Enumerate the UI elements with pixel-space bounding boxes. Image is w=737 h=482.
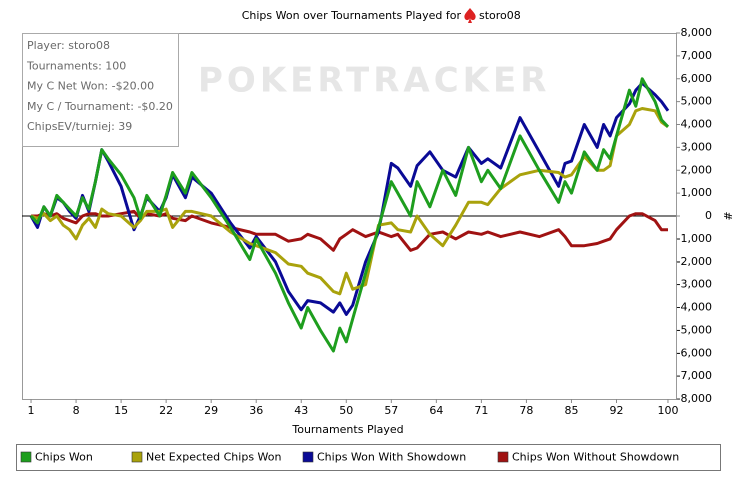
x-tick-label: 43	[294, 404, 308, 417]
y-tick-label: 0	[705, 209, 712, 222]
chart-title: Chips Won over Tournaments Played for	[242, 9, 462, 22]
x-tick-label: 92	[609, 404, 623, 417]
y-tick-label: -8,000	[677, 392, 712, 405]
x-tick-label: 29	[204, 404, 218, 417]
spade-icon	[464, 8, 476, 23]
y-tick-label: -4,000	[677, 301, 712, 314]
y-tick-label: -2,000	[677, 255, 712, 268]
legend-label: Chips Won With Showdown	[317, 451, 466, 464]
y-tick-label: 3,000	[681, 140, 713, 153]
y-tick-label: -3,000	[677, 278, 712, 291]
x-axis-label: Tournaments Played	[291, 423, 403, 436]
y-tick-label: -7,000	[677, 369, 712, 382]
series-line	[29, 77, 670, 353]
x-tick-label: 78	[519, 404, 533, 417]
legend-label: Chips Won	[35, 451, 93, 464]
x-tick-label: 85	[564, 404, 578, 417]
legend-label: Chips Won Without Showdown	[512, 451, 679, 464]
plot-area	[22, 77, 676, 353]
legend: Chips Won Net Expected Chips Won Chips Won…	[20, 451, 679, 464]
info-line: ChipsEV/turniej: 39	[27, 120, 132, 133]
y-axis-label: #	[721, 211, 734, 220]
y-tick-label: -5,000	[677, 323, 712, 336]
x-tick-label: 8	[73, 404, 80, 417]
info-line: My C Net Won: -$20.00	[27, 80, 154, 93]
info-box	[22, 33, 179, 147]
info-lines: Player: storo08 Tournaments: 100 My C Net …	[26, 39, 173, 133]
y-tick-label: 8,000	[681, 26, 713, 39]
x-tick-label: 57	[384, 404, 398, 417]
x-tick-label: 50	[339, 404, 353, 417]
x-tick-label: 22	[159, 404, 173, 417]
x-tick-label: 71	[474, 404, 488, 417]
chart-title-player: storo08	[479, 9, 521, 22]
x-tick-label: 36	[249, 404, 263, 417]
x-tick-label: 15	[114, 404, 128, 417]
info-line: Tournaments: 100	[26, 59, 126, 72]
series-line	[30, 107, 669, 296]
y-tick-label: -6,000	[677, 346, 712, 359]
x-tick-label: 100	[657, 404, 678, 417]
y-tick-label: 6,000	[681, 72, 713, 85]
legend-swatch	[20, 451, 32, 463]
x-tick-label: 64	[429, 404, 443, 417]
y-tick-label: 4,000	[681, 118, 713, 131]
legend-label: Net Expected Chips Won	[146, 451, 282, 464]
legend-swatch	[302, 451, 314, 463]
legend-swatch	[497, 451, 509, 463]
watermark: POKERTRACKER	[198, 61, 550, 101]
y-tick-label: 5,000	[681, 95, 713, 108]
x-tick-label: 1	[28, 404, 35, 417]
y-tick-label: 7,000	[681, 49, 713, 62]
y-tick-label: -1,000	[677, 232, 712, 245]
info-line: Player: storo08	[27, 39, 110, 52]
legend-swatch	[131, 451, 143, 463]
info-line: My C / Tournament: -$0.20	[27, 100, 173, 113]
y-tick-label: 2,000	[681, 163, 713, 176]
y-tick-label: 1,000	[681, 186, 713, 199]
